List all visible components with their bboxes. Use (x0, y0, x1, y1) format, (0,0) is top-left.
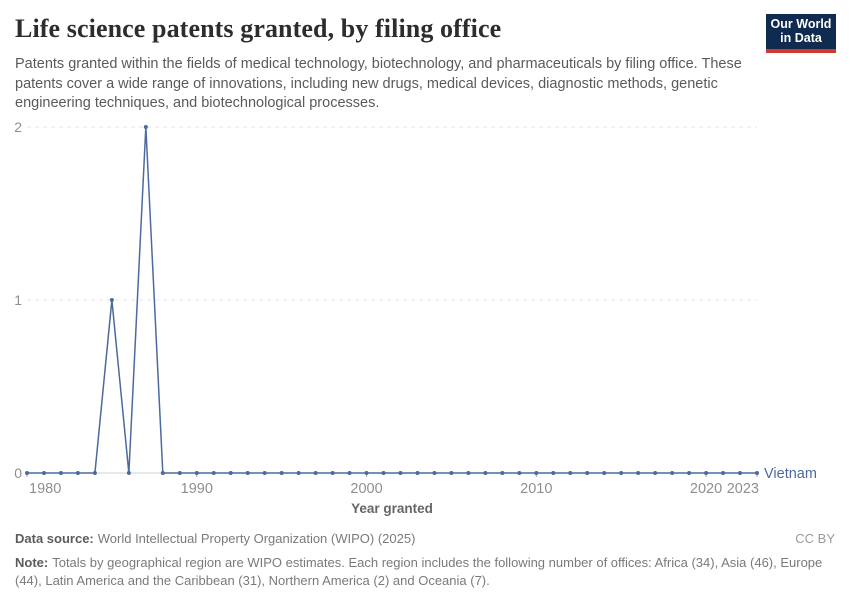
owid-logo-text-line1: Our World (770, 17, 832, 31)
data-point-vietnam-2007[interactable] (483, 471, 488, 475)
license-link[interactable]: CC BY (795, 531, 835, 546)
data-point-vietnam-1994[interactable] (262, 471, 267, 475)
data-point-vietnam-1997[interactable] (313, 471, 318, 475)
x-tick-label-2010: 2010 (520, 481, 552, 497)
data-point-vietnam-2015[interactable] (619, 471, 624, 475)
datasource-label: Data source: (15, 531, 94, 546)
x-tick-label-2020: 2020 (690, 481, 722, 497)
data-point-vietnam-1990[interactable] (194, 471, 199, 475)
x-tick-label-1990: 1990 (181, 481, 213, 497)
owid-logo: Our World in Data (766, 14, 836, 53)
data-point-vietnam-1995[interactable] (279, 471, 284, 475)
y-tick-label-1: 1 (14, 292, 22, 308)
data-point-vietnam-2016[interactable] (636, 471, 641, 475)
data-point-vietnam-2009[interactable] (517, 471, 522, 475)
x-tick-label-2023: 2023 (727, 481, 759, 497)
data-point-vietnam-1989[interactable] (177, 471, 182, 475)
datasource-row: Data source: World Intellectual Property … (15, 531, 835, 546)
data-point-vietnam-2013[interactable] (585, 471, 590, 475)
data-point-vietnam-1983[interactable] (75, 471, 80, 475)
chart-footer: Data source: World Intellectual Property … (15, 531, 835, 590)
data-point-vietnam-1993[interactable] (245, 471, 250, 475)
data-point-vietnam-1987[interactable] (143, 125, 148, 129)
data-point-vietnam-2004[interactable] (432, 471, 437, 475)
data-point-vietnam-1984[interactable] (92, 471, 97, 475)
data-point-vietnam-2023[interactable] (755, 471, 759, 475)
y-tick-label-2: 2 (14, 119, 22, 135)
data-point-vietnam-2022[interactable] (738, 471, 743, 475)
datasource: Data source: World Intellectual Property … (15, 531, 415, 546)
data-point-vietnam-2018[interactable] (670, 471, 675, 475)
series-label-vietnam[interactable]: Vietnam (764, 466, 817, 482)
data-point-vietnam-2017[interactable] (653, 471, 658, 475)
data-point-vietnam-1988[interactable] (160, 471, 165, 475)
y-tick-label-0: 0 (14, 465, 22, 481)
data-point-vietnam-2014[interactable] (602, 471, 607, 475)
data-point-vietnam-2010[interactable] (534, 471, 539, 475)
note-label: Note: (15, 555, 49, 570)
data-point-vietnam-2002[interactable] (398, 471, 403, 475)
note-row: Note: Totals by geographical region are W… (15, 554, 835, 590)
data-point-vietnam-2021[interactable] (721, 471, 726, 475)
data-point-vietnam-2006[interactable] (466, 471, 471, 475)
data-point-vietnam-2000[interactable] (364, 471, 369, 475)
data-point-vietnam-2001[interactable] (381, 471, 386, 475)
data-point-vietnam-1980[interactable] (25, 471, 29, 475)
data-point-vietnam-2005[interactable] (449, 471, 454, 475)
data-point-vietnam-1996[interactable] (296, 471, 301, 475)
data-point-vietnam-1985[interactable] (109, 298, 114, 302)
data-point-vietnam-1992[interactable] (228, 471, 233, 475)
chart-subtitle: Patents granted within the fields of med… (15, 56, 742, 111)
chart-header: Life science patents granted, by filing … (15, 14, 755, 114)
data-point-vietnam-1986[interactable] (126, 471, 131, 475)
x-axis-title: Year granted (351, 501, 433, 516)
data-point-vietnam-1982[interactable] (58, 471, 63, 475)
data-point-vietnam-2011[interactable] (551, 471, 556, 475)
x-tick-label-2000: 2000 (350, 481, 382, 497)
series-line-vietnam[interactable] (27, 126, 757, 474)
datasource-text: World Intellectual Property Organization… (97, 531, 416, 546)
owid-logo-text-line2: in Data (780, 31, 822, 45)
line-chart: 0 1 2 1980 1990 2000 2010 2020 2023 Year granted V… (14, 119, 817, 516)
data-point-vietnam-2003[interactable] (415, 471, 420, 475)
data-point-vietnam-1998[interactable] (330, 471, 335, 475)
data-point-vietnam-2020[interactable] (704, 471, 709, 475)
data-point-vietnam-1999[interactable] (347, 471, 352, 475)
x-tick-label-1980: 1980 (29, 481, 61, 497)
data-point-vietnam-1991[interactable] (211, 471, 216, 475)
note-text: Totals by geographical region are WIPO e… (15, 555, 823, 588)
page-title: Life science patents granted, by filing … (15, 14, 502, 43)
data-point-vietnam-2019[interactable] (687, 471, 692, 475)
data-point-vietnam-2012[interactable] (568, 471, 573, 475)
data-point-vietnam-2008[interactable] (500, 471, 505, 475)
data-point-vietnam-1981[interactable] (41, 471, 46, 475)
